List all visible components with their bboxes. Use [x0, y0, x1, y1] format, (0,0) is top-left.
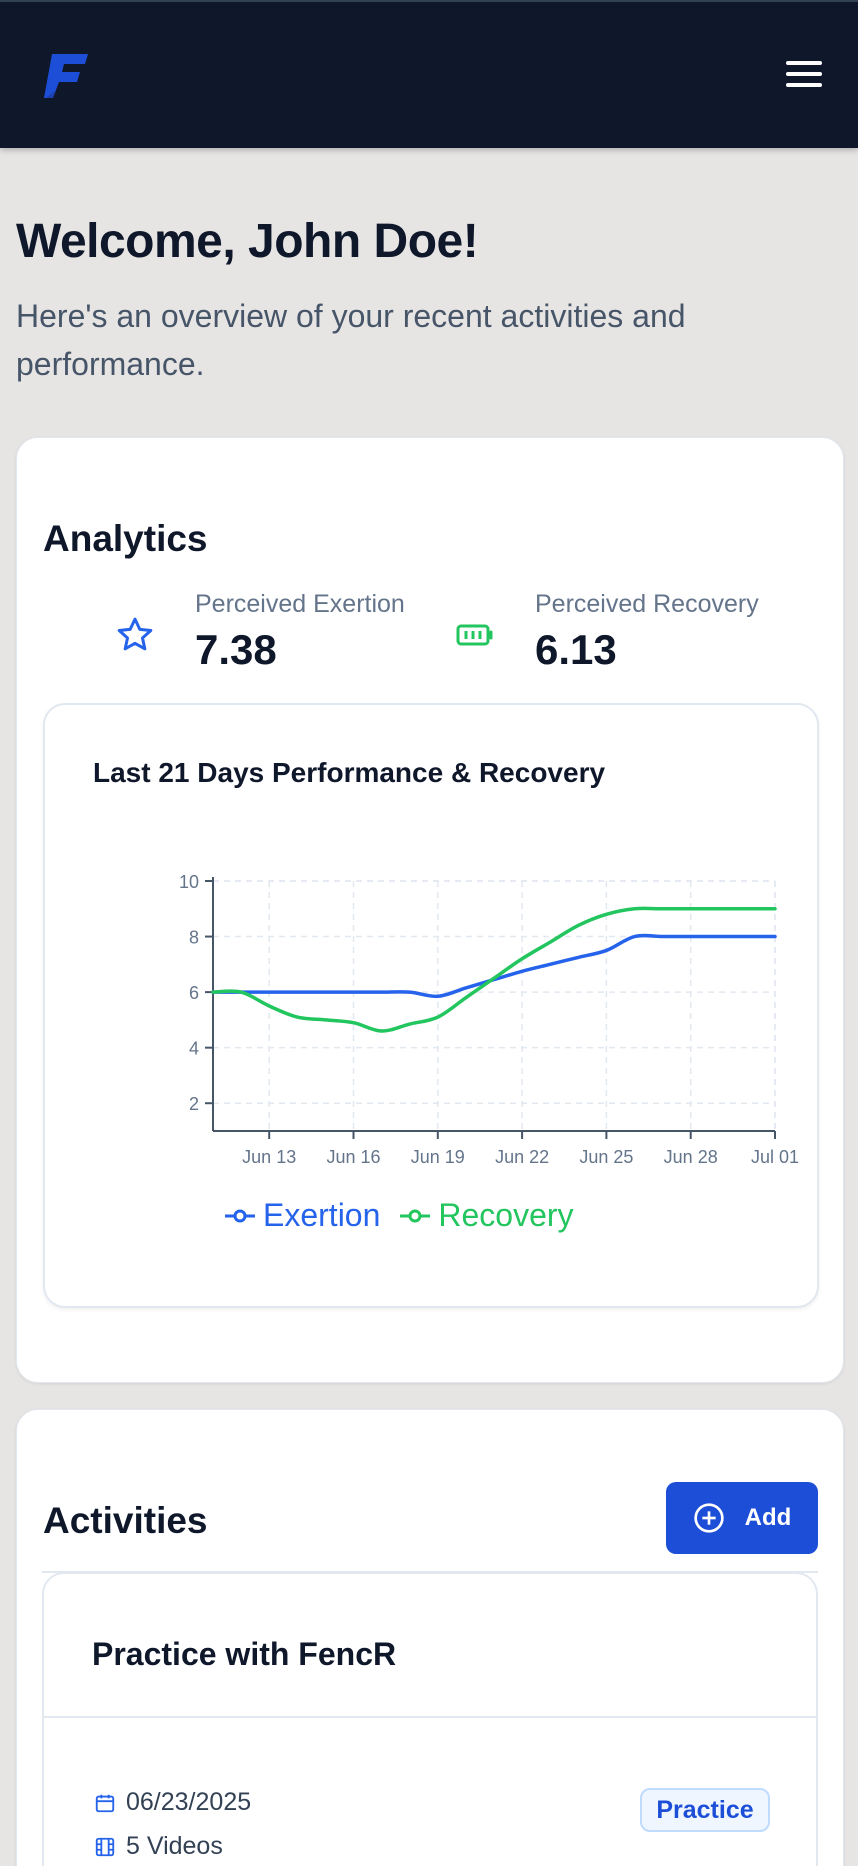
legend-item-recovery[interactable]: Recovery	[400, 1197, 574, 1234]
x-tick-label: Jun 25	[579, 1147, 633, 1167]
recovery-legend-marker	[400, 1209, 431, 1222]
analytics-heading: Analytics	[43, 518, 208, 559]
activity-title: Practice with FencR	[92, 1636, 397, 1672]
x-tick-label: Jun 19	[411, 1147, 465, 1167]
exertion-legend-marker	[225, 1209, 255, 1222]
series-line-recovery	[211, 906, 777, 1033]
chart-title: Last 21 Days Performance & Recovery	[93, 757, 606, 788]
page-subtitle: Here's an overview of your recent activi…	[16, 298, 686, 382]
x-tick-label: Jun 16	[326, 1147, 380, 1167]
series-line-exertion	[211, 933, 777, 999]
legend-label-recovery: Recovery	[438, 1197, 574, 1233]
chart-legend: Exertion Recovery	[225, 1197, 574, 1234]
exertion-label: Perceived Exertion	[195, 590, 405, 618]
activity-card[interactable]: Practice with FencR 06/23/2025 5 Videos …	[42, 1572, 818, 1866]
exertion-value: 7.38	[195, 626, 277, 673]
activity-separator	[44, 1716, 816, 1718]
battery-icon	[455, 620, 495, 655]
activity-date-row: 06/23/2025	[94, 1788, 251, 1817]
plus-circle-icon	[694, 1503, 724, 1533]
y-tick-label: 6	[189, 983, 199, 1003]
x-tick-label: Jun 28	[664, 1147, 718, 1167]
activities-heading: Activities	[43, 1500, 208, 1541]
app-logo[interactable]	[44, 52, 92, 100]
activity-videos-row: 5 Videos	[94, 1832, 223, 1861]
analytics-card: Analytics Perceived Exertion 7.38 Percei…	[16, 437, 844, 1383]
x-tick-label: Jun 13	[242, 1147, 296, 1167]
top-navbar	[0, 0, 858, 148]
recovery-value: 6.13	[535, 626, 617, 673]
performance-chart: 2 4 6 8 10 Jun 13 Jun 16 Jun 19 Jun 22 Jun 25 Jun …	[179, 872, 799, 1167]
legend-label-exertion: Exertion	[263, 1197, 381, 1233]
calendar-icon	[95, 1794, 115, 1812]
star-icon	[115, 615, 155, 660]
y-tick-label: 2	[189, 1094, 199, 1114]
chart-card: Last 21 Days Performance & Recovery 2 4 6 8…	[43, 703, 819, 1308]
add-button-label: Add	[744, 1504, 792, 1531]
activity-videos: 5 Videos	[126, 1832, 223, 1860]
hamburger-menu-icon[interactable]	[780, 56, 828, 96]
activity-type-badge: Practice	[640, 1788, 770, 1832]
x-tick-label: Jul 01	[751, 1147, 799, 1167]
y-tick-label: 4	[189, 1039, 199, 1059]
film-icon	[95, 1837, 115, 1856]
x-tick-label: Jun 22	[495, 1147, 549, 1167]
activity-date: 06/23/2025	[126, 1788, 252, 1816]
y-tick-label: 8	[189, 928, 199, 948]
y-tick-label: 10	[179, 872, 199, 892]
add-activity-button[interactable]: Add	[666, 1482, 818, 1554]
page-title: Welcome, John Doe!	[16, 215, 479, 268]
recovery-label: Perceived Recovery	[535, 590, 759, 618]
legend-item-exertion[interactable]: Exertion	[225, 1197, 380, 1234]
